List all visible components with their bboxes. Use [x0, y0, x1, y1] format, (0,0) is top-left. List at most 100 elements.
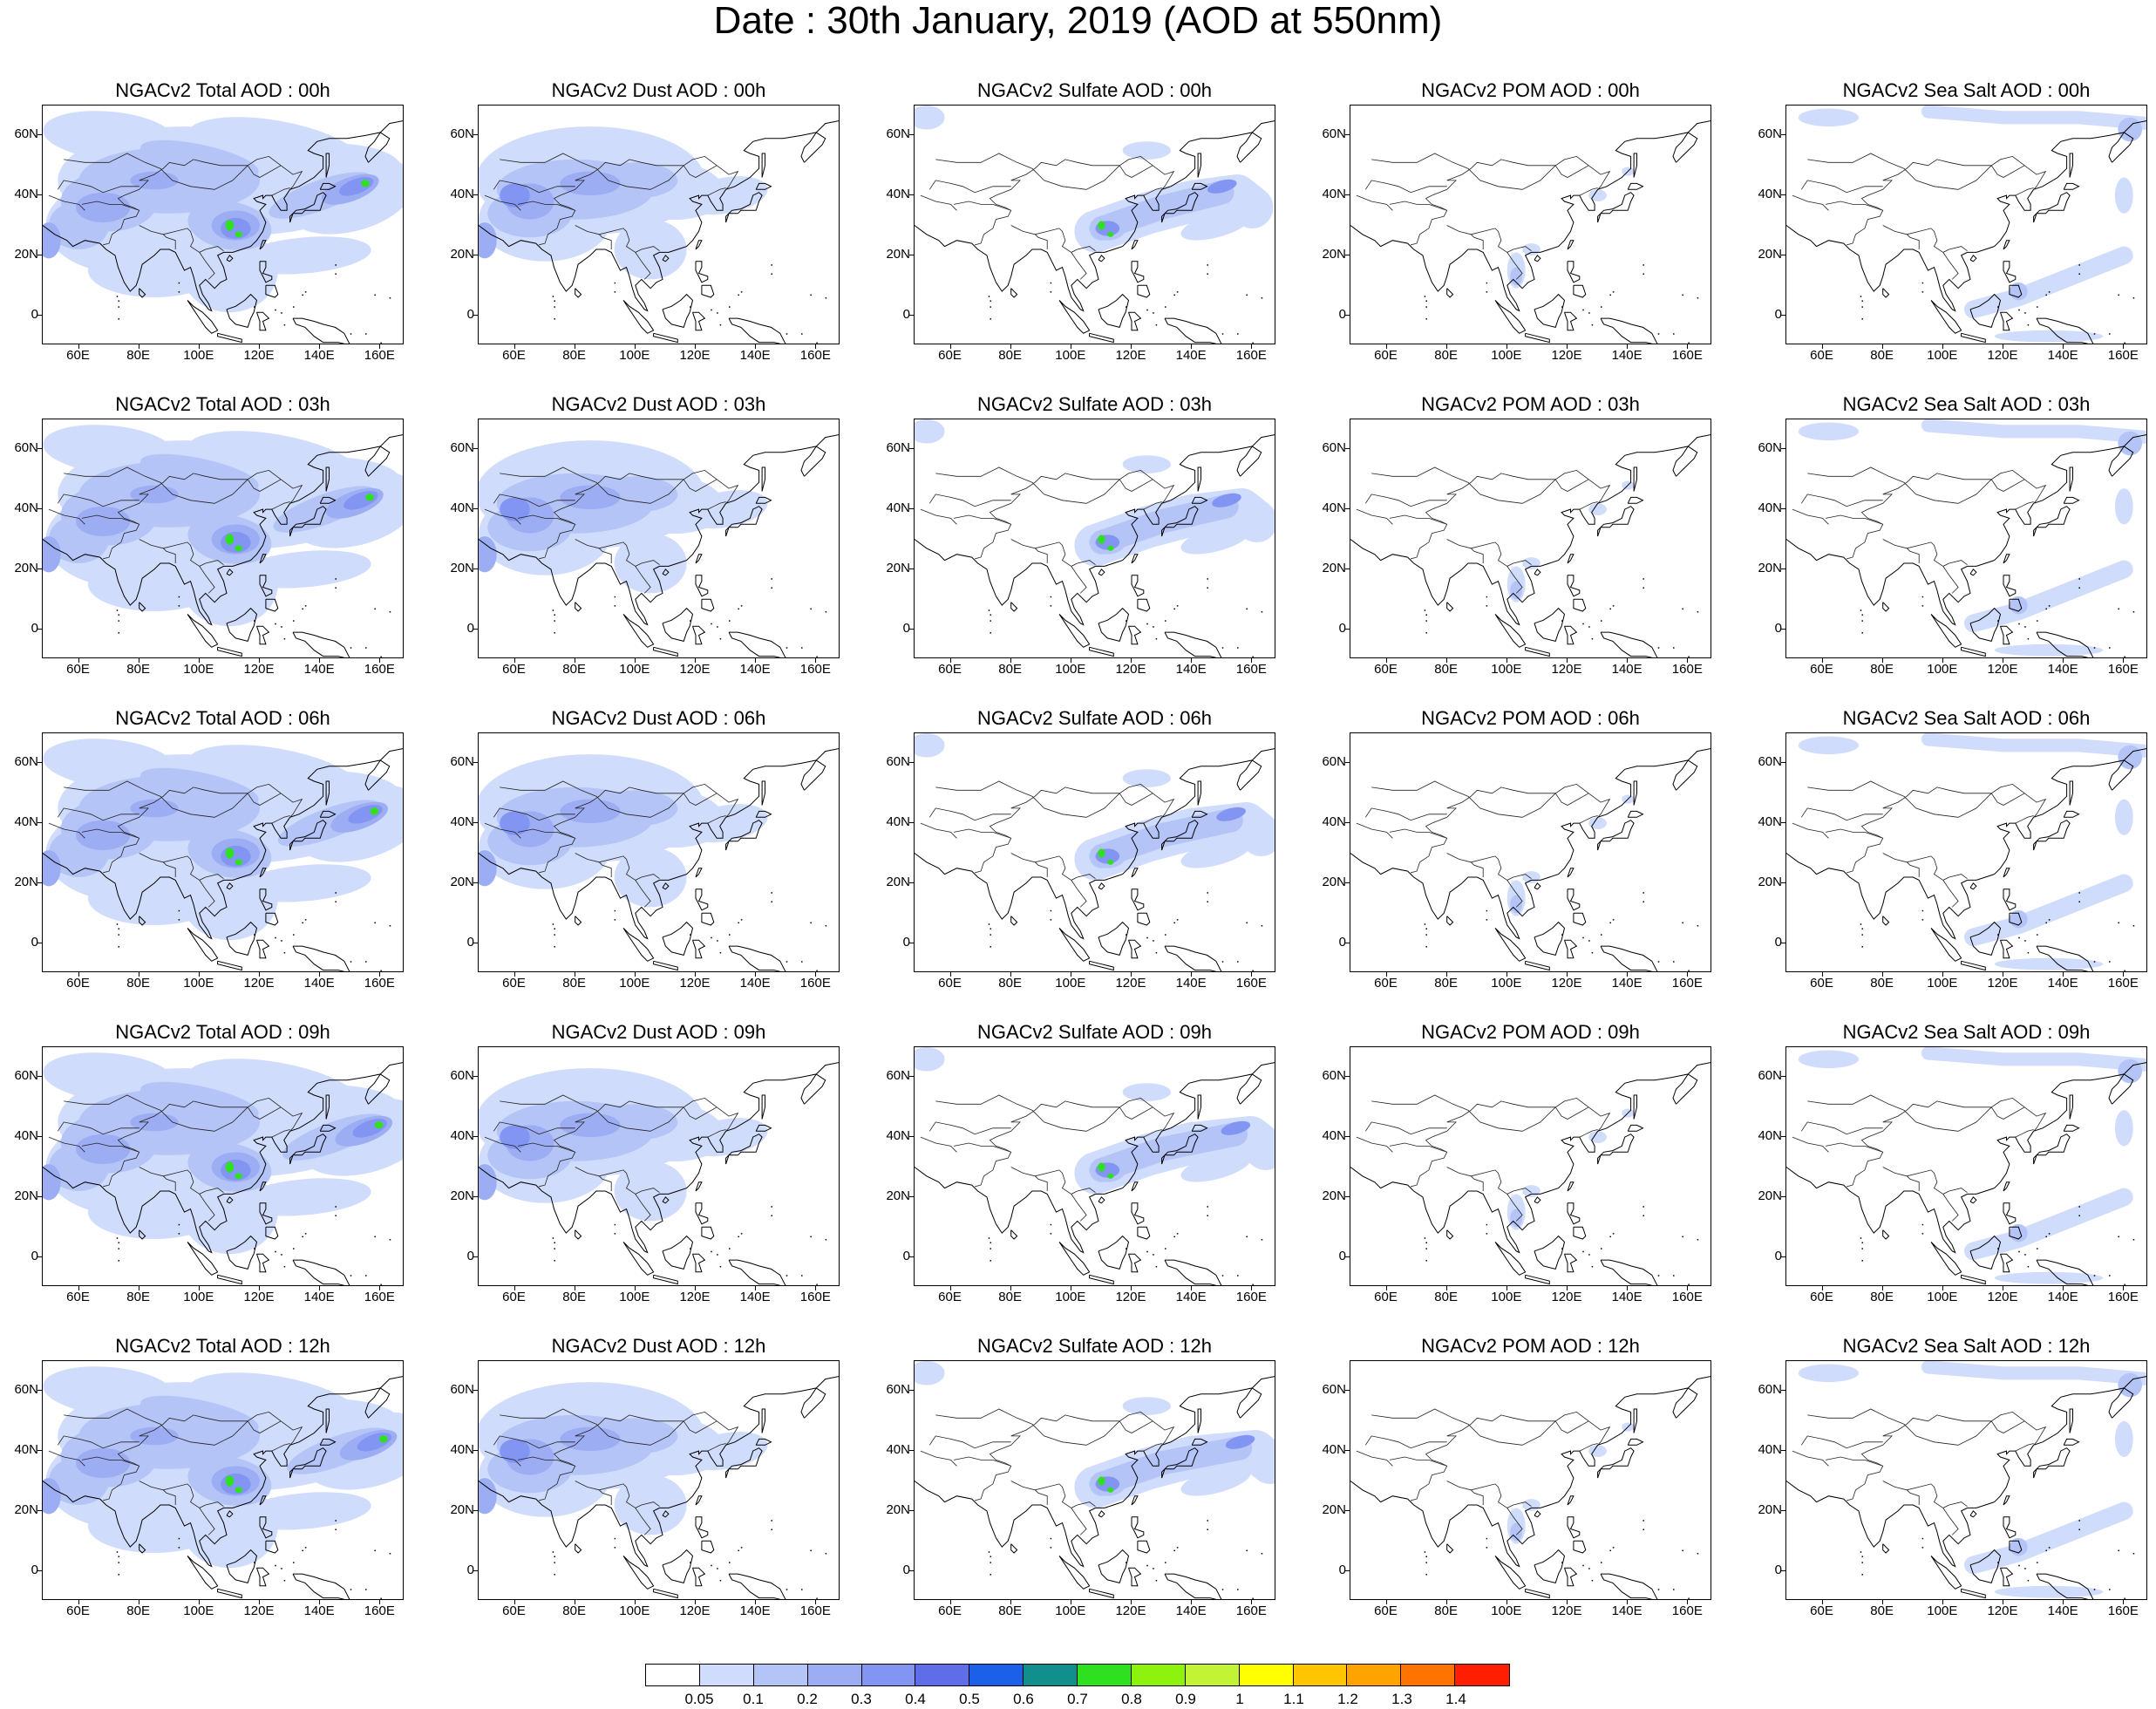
small-islands	[988, 578, 1263, 657]
aod-region	[915, 419, 945, 444]
coastline	[1882, 288, 1890, 298]
island	[2018, 309, 2020, 311]
island	[738, 1549, 739, 1552]
island	[1609, 294, 1611, 296]
island	[118, 1574, 119, 1576]
x-tick-mark	[513, 344, 515, 349]
x-tick-mark	[2063, 344, 2064, 349]
country-border	[1800, 180, 1883, 194]
small-islands	[1860, 264, 2135, 344]
country-border	[271, 501, 290, 510]
coastline	[292, 1573, 350, 1599]
island	[1673, 333, 1675, 335]
coastline	[2003, 868, 2010, 878]
island	[1697, 297, 1699, 299]
y-tick-label: 60N	[14, 754, 38, 770]
small-islands	[1860, 578, 2135, 657]
x-tick-label: 140E	[303, 976, 335, 991]
island	[118, 1248, 119, 1249]
coastline	[289, 1447, 327, 1479]
country-border	[139, 225, 224, 253]
coastline	[139, 288, 146, 298]
coastline	[2063, 1124, 2080, 1132]
coastline	[728, 945, 786, 971]
coastline	[43, 1062, 403, 1254]
country-border	[517, 514, 576, 560]
country-border	[1942, 566, 1959, 594]
x-tick-mark	[949, 1600, 951, 1604]
country-border	[1506, 1194, 1523, 1222]
island	[729, 934, 731, 936]
aod-region	[1510, 895, 1523, 914]
island	[1682, 608, 1683, 610]
x-tick-mark	[755, 1286, 757, 1290]
y-tick-label: 60N	[1758, 1068, 1782, 1084]
coastline	[755, 1124, 772, 1132]
country-border	[1471, 548, 1484, 563]
country-border	[683, 479, 718, 492]
x-tick-label: 100E	[1055, 348, 1086, 363]
island	[254, 934, 255, 936]
x-tick-label: 80E	[562, 1290, 586, 1304]
country-border	[163, 1175, 176, 1191]
x-tick-mark	[1191, 658, 1193, 663]
country-border	[1010, 539, 1096, 567]
colorbar-swatch	[1131, 1665, 1186, 1685]
x-tick-label: 60E	[1810, 1603, 1833, 1618]
island	[1861, 614, 1863, 616]
x-tick-label: 80E	[1434, 1603, 1458, 1618]
y-tick-mark	[1345, 448, 1350, 450]
island	[335, 264, 337, 266]
coastline	[1191, 810, 1208, 818]
country-border	[1371, 153, 1469, 169]
island	[2048, 919, 2051, 921]
country-border	[1807, 1094, 1905, 1111]
y-tick-label: 20N	[1322, 874, 1346, 889]
coastline	[1672, 1387, 1698, 1419]
x-tick-mark	[815, 658, 817, 663]
country-border	[1800, 1435, 1883, 1449]
island	[1146, 936, 1148, 939]
aod-map	[1350, 120, 1711, 344]
figure-title: Date : 30th January, 2019 (AOD at 550nm)	[713, 0, 1443, 42]
aod-map	[479, 120, 839, 344]
aod-contour-layer	[2009, 117, 2143, 301]
aod-map	[43, 1366, 403, 1599]
y-tick-label: 60N	[14, 126, 38, 142]
aod-region	[614, 219, 687, 280]
y-tick-mark	[37, 448, 42, 450]
island	[2027, 1579, 2030, 1582]
island	[302, 608, 303, 610]
x-tick-mark	[1567, 1286, 1568, 1290]
island	[1050, 1233, 1052, 1235]
island	[816, 656, 818, 657]
country-border	[1882, 225, 1968, 253]
island	[254, 620, 255, 622]
country-border	[935, 780, 1033, 797]
country-border	[57, 1435, 139, 1449]
island	[350, 333, 352, 335]
coastline	[1930, 300, 1962, 334]
island	[729, 306, 731, 308]
island	[118, 1556, 119, 1557]
y-tick-label: 0	[902, 306, 910, 322]
coastline	[325, 1408, 330, 1433]
country-border	[57, 807, 139, 821]
island	[1673, 1275, 1675, 1277]
island	[1861, 1260, 1863, 1262]
x-tick-mark	[1821, 972, 1823, 977]
island	[1682, 1549, 1683, 1552]
coastline	[319, 1438, 337, 1446]
y-tick-mark	[37, 1195, 42, 1197]
country-border	[1825, 1456, 1884, 1501]
x-tick-mark	[949, 658, 951, 663]
country-border	[163, 1489, 176, 1505]
coastline	[662, 255, 670, 262]
aod-region	[225, 534, 235, 545]
small-islands	[116, 1206, 391, 1285]
x-tick-mark	[2063, 1286, 2064, 1290]
x-tick-mark	[1881, 344, 1883, 349]
country-border	[1471, 861, 1484, 877]
country-border	[484, 194, 521, 211]
coastline	[2036, 317, 2094, 344]
